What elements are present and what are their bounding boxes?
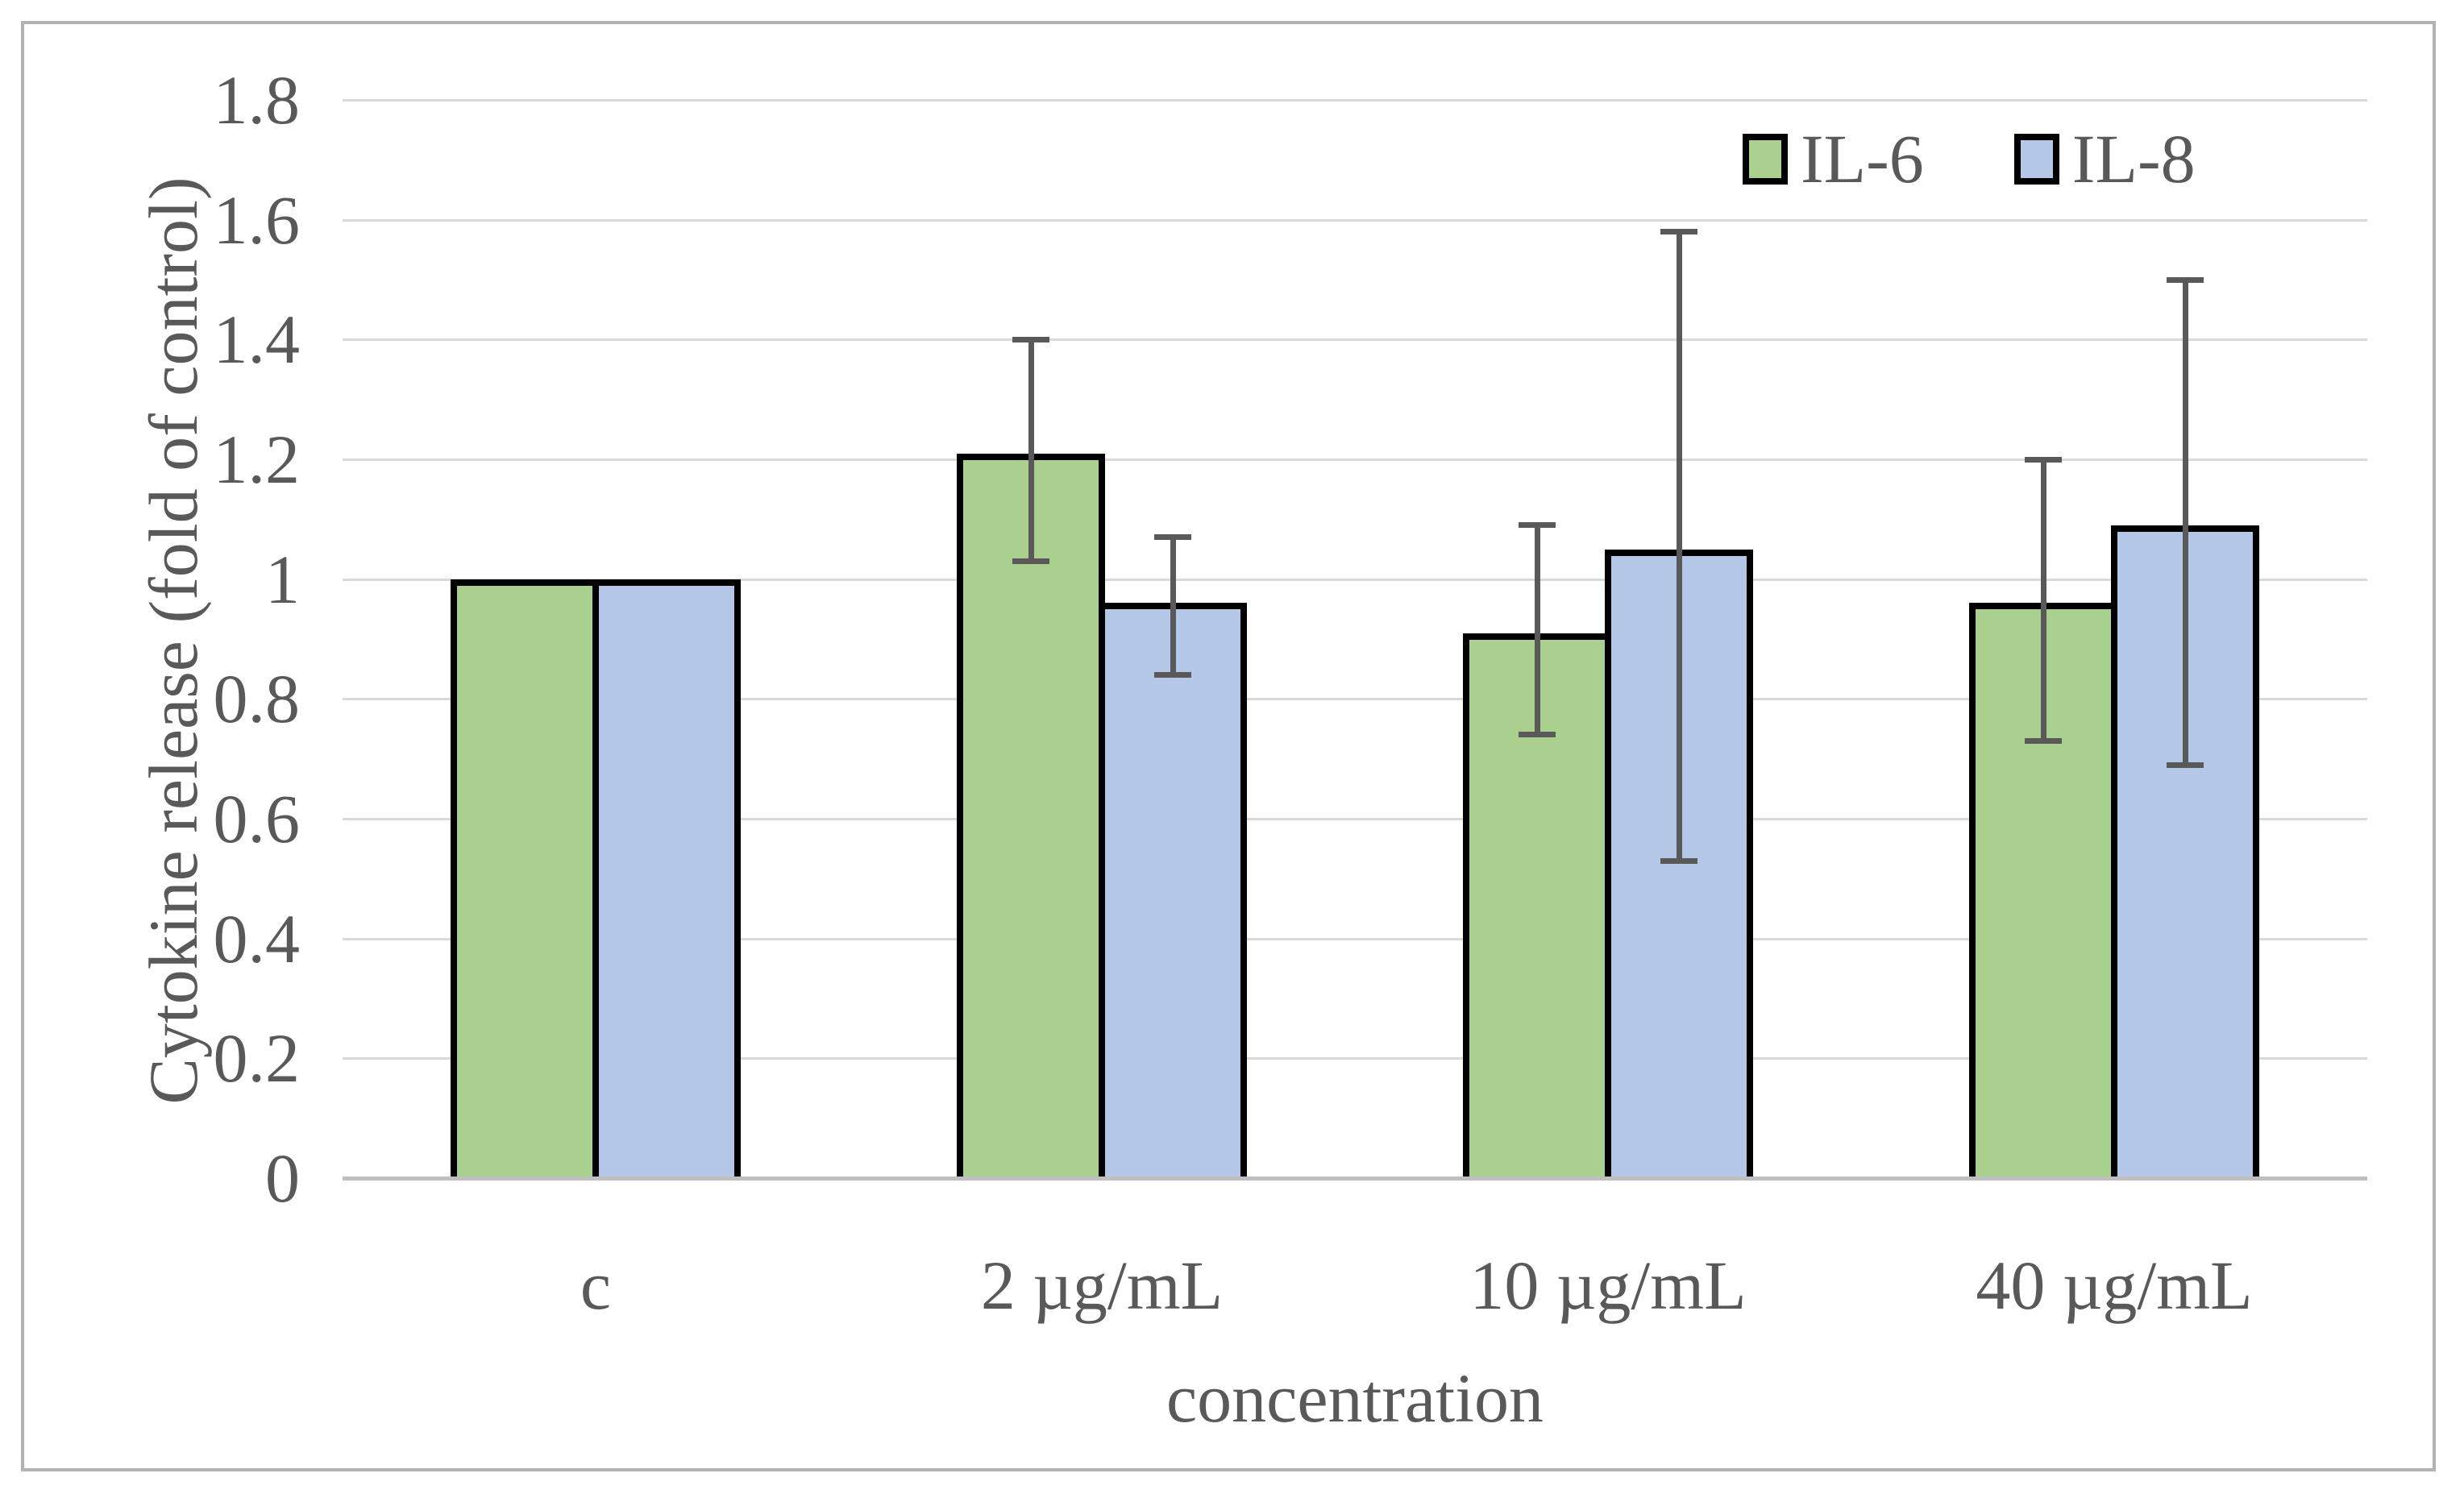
y-tick-label: 1.4 <box>213 301 301 379</box>
legend-label-il8: IL-8 <box>2071 120 2196 197</box>
y-tick-label: 1 <box>265 540 300 618</box>
gridline <box>343 937 2367 940</box>
y-tick-label: 1.2 <box>213 421 301 499</box>
error-bar-cap-top <box>1154 534 1191 541</box>
gridline <box>343 338 2367 342</box>
x-tick-label: 10 µg/mL <box>1469 1247 1747 1324</box>
error-bar-cap-top <box>1519 522 1556 529</box>
error-bar-il-8 <box>2182 280 2188 766</box>
bar-il-6 <box>451 579 599 1180</box>
error-bar-cap-bottom <box>1660 857 1697 864</box>
il8-series-swatch-icon <box>2013 133 2059 185</box>
error-bar-il-8 <box>1676 231 1682 861</box>
gridline <box>343 99 2367 102</box>
y-tick-label: 0.8 <box>213 660 301 738</box>
chart-figure: 0 0.2 0.4 0.6 0.8 1 1.2 1.4 1.6 1.8 c 2 µg/mL 10 µg… <box>21 21 2436 1471</box>
error-bar-cap-bottom <box>2025 737 2062 744</box>
y-tick-label: 0 <box>265 1139 300 1217</box>
error-bar-il-8 <box>1170 537 1176 675</box>
gridline <box>343 698 2367 701</box>
error-bar-cap-top <box>1012 336 1049 342</box>
bar-il-8 <box>1099 603 1247 1180</box>
error-bar-cap-bottom <box>1154 672 1191 679</box>
error-bar-il-6 <box>1534 525 1540 735</box>
error-bar-il-6 <box>2040 459 2046 741</box>
legend-label-il6: IL-6 <box>1801 120 1924 197</box>
gridline <box>343 578 2367 581</box>
gridline <box>343 459 2367 462</box>
x-tick-label: 40 µg/mL <box>1976 1247 2253 1324</box>
error-bar-cap-top <box>1660 229 1697 235</box>
gridline <box>343 818 2367 821</box>
error-bar-cap-bottom <box>1012 558 1049 564</box>
y-axis-title: Cytokine release (fold of control) <box>135 176 212 1105</box>
il6-series-swatch-icon <box>1743 133 1788 185</box>
error-bar-cap-top <box>2025 456 2062 463</box>
legend-item-il8: IL-8 <box>2013 120 2196 197</box>
error-bar-cap-bottom <box>2167 762 2204 768</box>
bar-il-8 <box>2111 525 2259 1180</box>
x-axis-title: concentration <box>1166 1359 1544 1437</box>
y-tick-label: 1.8 <box>213 61 301 139</box>
y-tick-label: 1.6 <box>213 181 301 259</box>
y-tick-label: 0.6 <box>213 780 301 858</box>
x-tick-label: 2 µg/mL <box>980 1247 1224 1324</box>
bar-il-8 <box>592 579 741 1180</box>
gridline <box>343 218 2367 222</box>
error-bar-cap-bottom <box>1519 732 1556 738</box>
error-bar-cap-top <box>2167 276 2204 283</box>
gridline <box>343 1057 2367 1060</box>
y-tick-label: 0.2 <box>213 1019 301 1098</box>
y-tick-label: 0.4 <box>213 899 301 977</box>
error-bar-il-6 <box>1028 339 1034 562</box>
legend: IL-6 IL-8 <box>1743 120 2196 197</box>
legend-item-il6: IL-6 <box>1743 120 1924 197</box>
x-axis-line <box>343 1177 2367 1181</box>
x-tick-label: c <box>580 1247 612 1324</box>
